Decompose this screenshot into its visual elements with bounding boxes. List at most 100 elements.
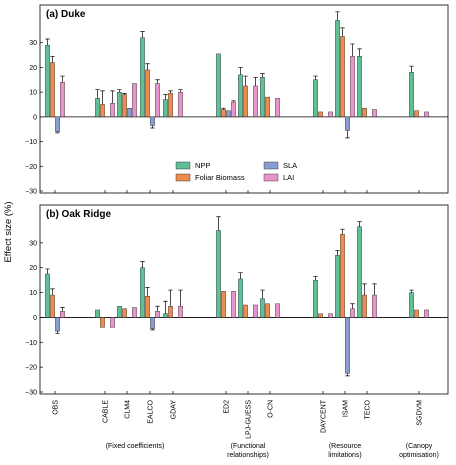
bar-sla-ed2 bbox=[226, 110, 231, 118]
bar-npp-lpj-guess bbox=[238, 74, 243, 118]
error-bar-lai-ealco bbox=[155, 79, 160, 84]
bar-foliar-biomass-ealco bbox=[145, 296, 150, 318]
error-bar-npp-clm4 bbox=[117, 89, 122, 93]
error-bar-lai-obs bbox=[60, 75, 65, 83]
bar-lai-clm4 bbox=[132, 83, 137, 118]
legend-label-sla: SLA bbox=[283, 161, 297, 170]
bar-sla-isam bbox=[345, 116, 350, 131]
legend-label-npp: NPP bbox=[195, 161, 210, 170]
error-bar-foliar-biomass-teco bbox=[362, 283, 367, 296]
bar-foliar-biomass-daycent bbox=[318, 111, 323, 118]
error-bar-npp-teco bbox=[357, 48, 362, 57]
error-bar-npp-o-cn bbox=[260, 73, 265, 78]
y-tick-label: −20 bbox=[25, 365, 37, 372]
y-tick-label: −20 bbox=[25, 164, 37, 171]
error-bar-foliar-biomass-ealco bbox=[145, 63, 150, 70]
group-label-2: (Resource limitations) bbox=[328, 443, 361, 459]
bar-foliar-biomass-isam bbox=[340, 233, 345, 318]
error-bar-foliar-biomass-gday bbox=[168, 289, 173, 307]
bar-lai-obs bbox=[60, 311, 65, 318]
bar-foliar-biomass-sgdvm bbox=[414, 309, 419, 318]
bar-npp-ed2 bbox=[216, 230, 221, 318]
error-bar-lai-ealco bbox=[155, 305, 160, 312]
y-tick-label: −10 bbox=[25, 340, 37, 347]
panel-title: (b) Oak Ridge bbox=[46, 209, 111, 220]
y-tick-label: 30 bbox=[29, 240, 37, 247]
error-bar-sla-isam bbox=[345, 130, 350, 139]
bar-foliar-biomass-sgdvm bbox=[414, 110, 419, 118]
bar-npp-isam bbox=[335, 255, 340, 318]
category-label-ealco: EALCO bbox=[148, 399, 155, 423]
group-label-1: (Functional relationships) bbox=[227, 443, 269, 459]
bar-foliar-biomass-teco bbox=[362, 294, 367, 318]
error-bar-lai-lpj-guess bbox=[253, 76, 258, 86]
bar-npp-cable bbox=[95, 309, 100, 318]
error-bar-npp-obs bbox=[45, 38, 50, 46]
bar-npp-o-cn bbox=[260, 298, 265, 318]
error-bar-lai-gday bbox=[178, 89, 183, 93]
error-bar-npp-daycent bbox=[313, 75, 318, 80]
panel-b-oak-ridge: (b) Oak Ridge −30 −20 −10 0 10 20 30 bbox=[25, 204, 449, 397]
legend-label-foliar-biomass: Foliar Biomass bbox=[195, 173, 245, 182]
legend-label-lai: LAI bbox=[283, 173, 294, 182]
bar-lai-sgdvm bbox=[424, 309, 429, 318]
bar-npp-lpj-guess bbox=[238, 278, 243, 318]
bar-foliar-biomass-teco bbox=[362, 108, 367, 118]
category-label-isam: ISAM bbox=[343, 400, 350, 417]
bar-npp-ed2 bbox=[216, 53, 221, 118]
bar-lai-gday bbox=[178, 91, 183, 118]
error-bar-npp-daycent bbox=[313, 276, 318, 281]
category-label-lpj-guess: LPJ-GUESS bbox=[246, 400, 253, 439]
panel-frame bbox=[39, 4, 449, 194]
bar-lai-lpj-guess bbox=[253, 85, 258, 118]
error-bar-sla-isam bbox=[345, 373, 350, 377]
bar-lai-isam bbox=[350, 308, 355, 318]
panels: (a) Duke −30 −20 −10 0 10 20 30 NPP Foliar Biomas… bbox=[25, 4, 449, 397]
bar-npp-ealco bbox=[140, 267, 145, 318]
category-label-sgdvm: SGDVM bbox=[417, 400, 424, 426]
y-axis-label: Effect size (%) bbox=[3, 201, 14, 262]
bar-lai-lpj-guess bbox=[253, 304, 258, 318]
bar-foliar-biomass-lpj-guess bbox=[243, 304, 248, 318]
error-bar-npp-obs bbox=[45, 268, 50, 274]
error-bar-npp-gday bbox=[163, 300, 168, 314]
error-bar-npp-isam bbox=[335, 11, 340, 21]
error-bar-sla-obs bbox=[55, 331, 60, 334]
bar-lai-ed2 bbox=[231, 101, 236, 118]
error-bar-foliar-biomass-obs bbox=[50, 288, 55, 296]
bar-lai-ealco bbox=[155, 311, 160, 318]
y-tick-label: 10 bbox=[29, 290, 37, 297]
error-bar-foliar-biomass-clm4 bbox=[122, 93, 127, 95]
bar-npp-obs bbox=[45, 44, 50, 118]
y-tick-label: 20 bbox=[29, 265, 37, 272]
category-label-obs: OBS bbox=[53, 400, 60, 415]
bar-sla-ealco bbox=[150, 116, 155, 126]
error-bar-npp-gday bbox=[163, 94, 168, 100]
bar-sla-isam bbox=[345, 317, 350, 374]
bar-npp-clm4 bbox=[117, 91, 122, 118]
category-label-ed2: ED2 bbox=[224, 400, 231, 414]
error-bar-lai-ed2 bbox=[231, 100, 236, 103]
error-bar-lai-teco bbox=[372, 283, 377, 296]
error-bar-npp-lpj-guess bbox=[238, 67, 243, 75]
bar-lai-daycent bbox=[328, 313, 333, 318]
bar-npp-obs bbox=[45, 273, 50, 318]
error-bar-foliar-biomass-ed2 bbox=[221, 107, 226, 110]
bar-npp-sgdvm bbox=[409, 72, 414, 118]
legend: NPP Foliar Biomass SLA LAI bbox=[175, 161, 297, 182]
bar-sla-obs bbox=[55, 317, 60, 332]
error-bar-npp-lpj-guess bbox=[238, 272, 243, 279]
bar-foliar-biomass-gday bbox=[168, 306, 173, 318]
error-bar-npp-isam bbox=[335, 249, 340, 256]
y-tick-label: 20 bbox=[29, 65, 37, 72]
bar-lai-o-cn bbox=[275, 98, 280, 118]
bar-lai-o-cn bbox=[275, 303, 280, 318]
bar-lai-clm4 bbox=[132, 307, 137, 318]
error-bar-npp-sgdvm bbox=[409, 65, 414, 73]
bar-npp-daycent bbox=[313, 279, 318, 318]
legend-swatch-foliar-biomass bbox=[175, 173, 191, 182]
bar-lai-daycent bbox=[328, 111, 333, 118]
bar-lai-sgdvm bbox=[424, 111, 429, 118]
error-bar-npp-o-cn bbox=[260, 289, 265, 299]
